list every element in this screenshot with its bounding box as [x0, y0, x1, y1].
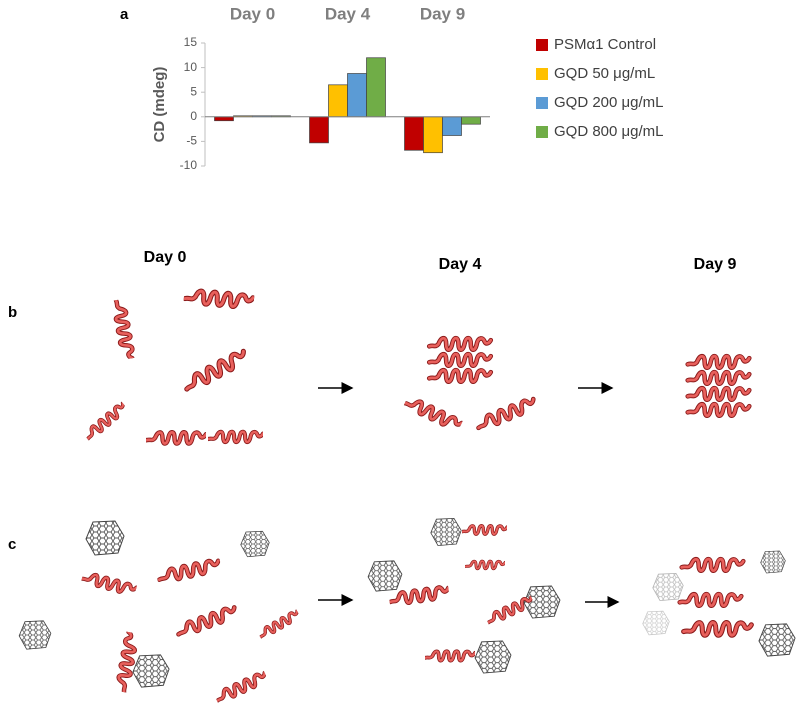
peptide	[680, 594, 742, 606]
legend-swatch	[536, 39, 548, 51]
y-tick-label: -5	[186, 134, 197, 148]
peptide	[425, 651, 475, 660]
legend-swatch	[536, 126, 548, 138]
peptide	[158, 559, 221, 583]
legend-label: GQD 50 μg/mL	[554, 65, 655, 82]
peptide	[389, 586, 450, 605]
peptide	[403, 396, 462, 432]
graphene-quantum-dot	[758, 623, 796, 657]
peptide	[688, 404, 750, 416]
y-tick-label: 10	[184, 60, 198, 74]
graphene-quantum-dot	[430, 517, 462, 547]
day-label: Day 4	[439, 256, 482, 273]
peptide	[429, 354, 491, 366]
bar	[423, 116, 443, 154]
bar	[328, 84, 348, 118]
bar	[214, 116, 234, 122]
graphene-quantum-dot	[240, 530, 270, 558]
panel-label: b	[8, 304, 17, 321]
day-label: Day 9	[694, 256, 737, 273]
legend-label: GQD 200 μg/mL	[554, 94, 664, 111]
day-label: Day 0	[144, 249, 187, 266]
peptide	[83, 402, 127, 441]
peptide	[183, 349, 249, 392]
peptide	[208, 432, 263, 442]
category-label: Day 0	[230, 4, 275, 23]
peptide	[113, 299, 135, 360]
bar	[404, 116, 424, 151]
legend-swatch	[536, 97, 548, 109]
peptide	[214, 671, 268, 704]
graphene-quantum-dot	[474, 640, 512, 674]
category-label: Day 9	[420, 4, 465, 23]
panel-b-illustration	[83, 290, 749, 444]
category-label: Day 4	[325, 4, 371, 23]
graphene-quantum-dot	[367, 560, 403, 592]
bar	[461, 116, 481, 125]
bar	[366, 57, 386, 118]
legend-swatch	[536, 68, 548, 80]
graphene-quantum-dot	[642, 610, 670, 636]
peptide	[176, 606, 238, 638]
y-tick-label: 15	[184, 35, 198, 49]
peptide	[688, 372, 750, 384]
y-tick-label: -10	[180, 158, 198, 172]
y-tick-label: 5	[190, 84, 197, 98]
peptide	[475, 397, 536, 431]
y-axis-label: CD (mdeg)	[151, 67, 168, 143]
graphene-quantum-dot	[760, 550, 786, 574]
peptide	[116, 632, 138, 693]
peptide	[81, 572, 137, 596]
panel-label: c	[8, 536, 16, 553]
bar	[442, 116, 462, 136]
panel-c-illustration	[18, 517, 796, 704]
peptide	[682, 559, 744, 571]
peptide	[465, 561, 505, 569]
peptide	[257, 610, 300, 640]
bar	[309, 116, 329, 144]
peptide	[462, 526, 507, 534]
peptide	[684, 623, 752, 636]
graphene-quantum-dot	[18, 620, 52, 650]
graphene-quantum-dot	[132, 654, 170, 688]
peptide	[185, 290, 254, 309]
legend-label: PSMα1 Control	[554, 36, 656, 53]
y-tick-label: 0	[190, 109, 197, 123]
peptide	[485, 596, 534, 626]
peptide	[146, 432, 206, 443]
peptide	[688, 356, 750, 368]
bar	[347, 73, 367, 118]
panel-label: a	[120, 6, 129, 23]
graphene-quantum-dot	[85, 520, 125, 556]
legend-label: GQD 800 μg/mL	[554, 123, 664, 140]
peptide	[429, 338, 491, 350]
graphene-quantum-dot	[652, 572, 684, 602]
peptide	[429, 370, 491, 382]
peptide	[688, 388, 750, 400]
